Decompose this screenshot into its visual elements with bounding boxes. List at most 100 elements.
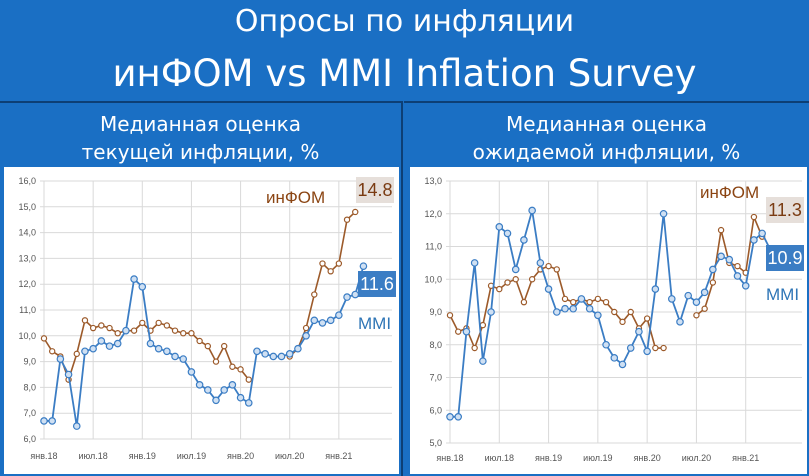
- infom-data-point: [327, 268, 334, 275]
- mmi-data-point: [212, 396, 220, 405]
- y-tick-label: 6,0: [429, 405, 442, 415]
- y-tick-label: 16,0: [18, 176, 36, 186]
- infom-data-point: [734, 262, 741, 270]
- infom-data-point: [130, 327, 138, 334]
- x-tick-label: янв.19: [535, 453, 562, 463]
- mmi-last-value: 11.6: [360, 274, 394, 294]
- mmi-series-label: MMI: [766, 285, 799, 304]
- infom-data-point: [220, 342, 228, 350]
- mmi-data-point: [130, 275, 138, 283]
- x-tick-label: янв.19: [129, 451, 156, 461]
- mmi-data-point: [253, 347, 261, 356]
- x-tick-label: июл.20: [682, 453, 711, 463]
- mmi-data-point: [72, 422, 81, 430]
- mmi-data-point: [122, 326, 130, 335]
- y-tick-label: 12,0: [424, 209, 442, 219]
- infom-data-point: [343, 216, 351, 223]
- infom-data-point: [496, 285, 503, 293]
- infom-data-point: [561, 295, 569, 303]
- mmi-data-point: [610, 354, 619, 362]
- panel-title-line1: Медианная оценка: [99, 112, 301, 136]
- mmi-data-point: [40, 417, 48, 425]
- mmi-data-point: [146, 339, 155, 348]
- infom-data-point: [717, 226, 725, 234]
- infom-data-point: [229, 363, 236, 370]
- infom-data-point: [570, 298, 577, 306]
- mmi-data-point: [618, 360, 627, 369]
- panel-title-line1: Медианная оценка: [505, 112, 707, 136]
- y-tick-label: 14,0: [18, 228, 36, 238]
- mmi-data-point: [577, 295, 586, 303]
- infom-data-point: [660, 344, 667, 352]
- infom-data-point: [602, 298, 610, 306]
- current-inflation-chart: 6,0 7,0 8,0 9,0 10,0 11,0 12,0 13,0 14,0 15,0 16,0…: [4, 167, 399, 474]
- infom-data-point: [98, 322, 105, 329]
- y-tick-label: 10,0: [424, 274, 442, 284]
- mmi-data-point: [187, 368, 196, 376]
- mmi-data-point: [48, 417, 56, 425]
- y-tick-label: 7,0: [429, 373, 442, 383]
- mmi-data-point: [285, 350, 294, 358]
- mmi-data-point: [269, 352, 278, 361]
- mmi-data-point: [277, 352, 286, 361]
- y-tick-label: 8,0: [23, 382, 36, 392]
- infom-data-point: [479, 321, 487, 329]
- mmi-data-point: [626, 344, 635, 352]
- mmi-data-point: [700, 288, 709, 297]
- x-tick-label: янв.21: [732, 453, 759, 463]
- mmi-data-point: [717, 252, 725, 261]
- mmi-data-point: [602, 340, 610, 349]
- y-tick-label: 5,0: [429, 438, 442, 448]
- panel-title-line2: ожидаемой инфляции, %: [472, 140, 741, 164]
- mmi-data-point: [228, 381, 237, 389]
- mmi-data-point: [511, 265, 520, 274]
- infom-data-point: [196, 337, 203, 345]
- infom-data-point: [319, 260, 326, 267]
- mmi-data-point: [470, 259, 479, 267]
- infom-data-point: [155, 319, 162, 327]
- mmi-data-point: [105, 342, 114, 350]
- infom-series-line: [695, 214, 763, 316]
- infom-data-point: [106, 324, 113, 332]
- y-tick-label: 13,0: [18, 253, 36, 263]
- infom-series-line: [43, 318, 250, 383]
- infom-data-point: [81, 317, 89, 324]
- infom-data-point: [553, 266, 560, 273]
- infom-last-value: 14.8: [357, 180, 392, 200]
- mmi-data-point: [171, 352, 179, 361]
- infom-data-point: [352, 208, 359, 216]
- mmi-data-point: [676, 318, 684, 326]
- mmi-data-point: [97, 337, 106, 345]
- mmi-data-point: [154, 344, 163, 353]
- x-tick-label: июл.19: [177, 451, 206, 461]
- mmi-data-point: [709, 265, 717, 274]
- mmi-data-point: [684, 291, 693, 300]
- y-tick-label: 11,0: [425, 242, 442, 252]
- mmi-data-point: [326, 316, 335, 325]
- y-tick-label: 13,0: [424, 176, 442, 186]
- infom-last-value-badge: [766, 197, 804, 223]
- x-tick-label: янв.20: [634, 453, 661, 463]
- mmi-data-point: [163, 347, 171, 356]
- infom-data-point: [512, 276, 519, 283]
- mmi-data-point: [594, 311, 602, 320]
- mmi-last-value-badge: [358, 271, 396, 297]
- mmi-data-point: [725, 255, 734, 264]
- mmi-data-point: [733, 272, 742, 280]
- panel-title-line2: текущей инфляции, %: [81, 140, 320, 164]
- infom-data-point: [446, 312, 454, 319]
- infom-data-point: [245, 376, 252, 383]
- infom-series-line: [449, 265, 664, 351]
- infom-data-point: [627, 308, 634, 316]
- x-tick-label: июл.18: [78, 451, 107, 461]
- infom-last-value-badge: [356, 177, 394, 203]
- mmi-data-point: [261, 350, 269, 358]
- expected-inflation-chart-svg: 5,0 6,0 7,0 8,0 9,0 10,0 11,0 12,0 13,0 янв.18 июл…: [424, 176, 804, 463]
- current-inflation-panel: Медианная оценка текущей инфляции, % 6,0…: [0, 101, 403, 476]
- infom-data-point: [643, 315, 651, 322]
- mmi-data-point: [138, 282, 147, 291]
- mmi-data-point: [310, 316, 319, 325]
- mmi-data-point: [479, 357, 487, 365]
- y-tick-label: 8,0: [429, 340, 442, 350]
- infom-data-point: [504, 279, 511, 286]
